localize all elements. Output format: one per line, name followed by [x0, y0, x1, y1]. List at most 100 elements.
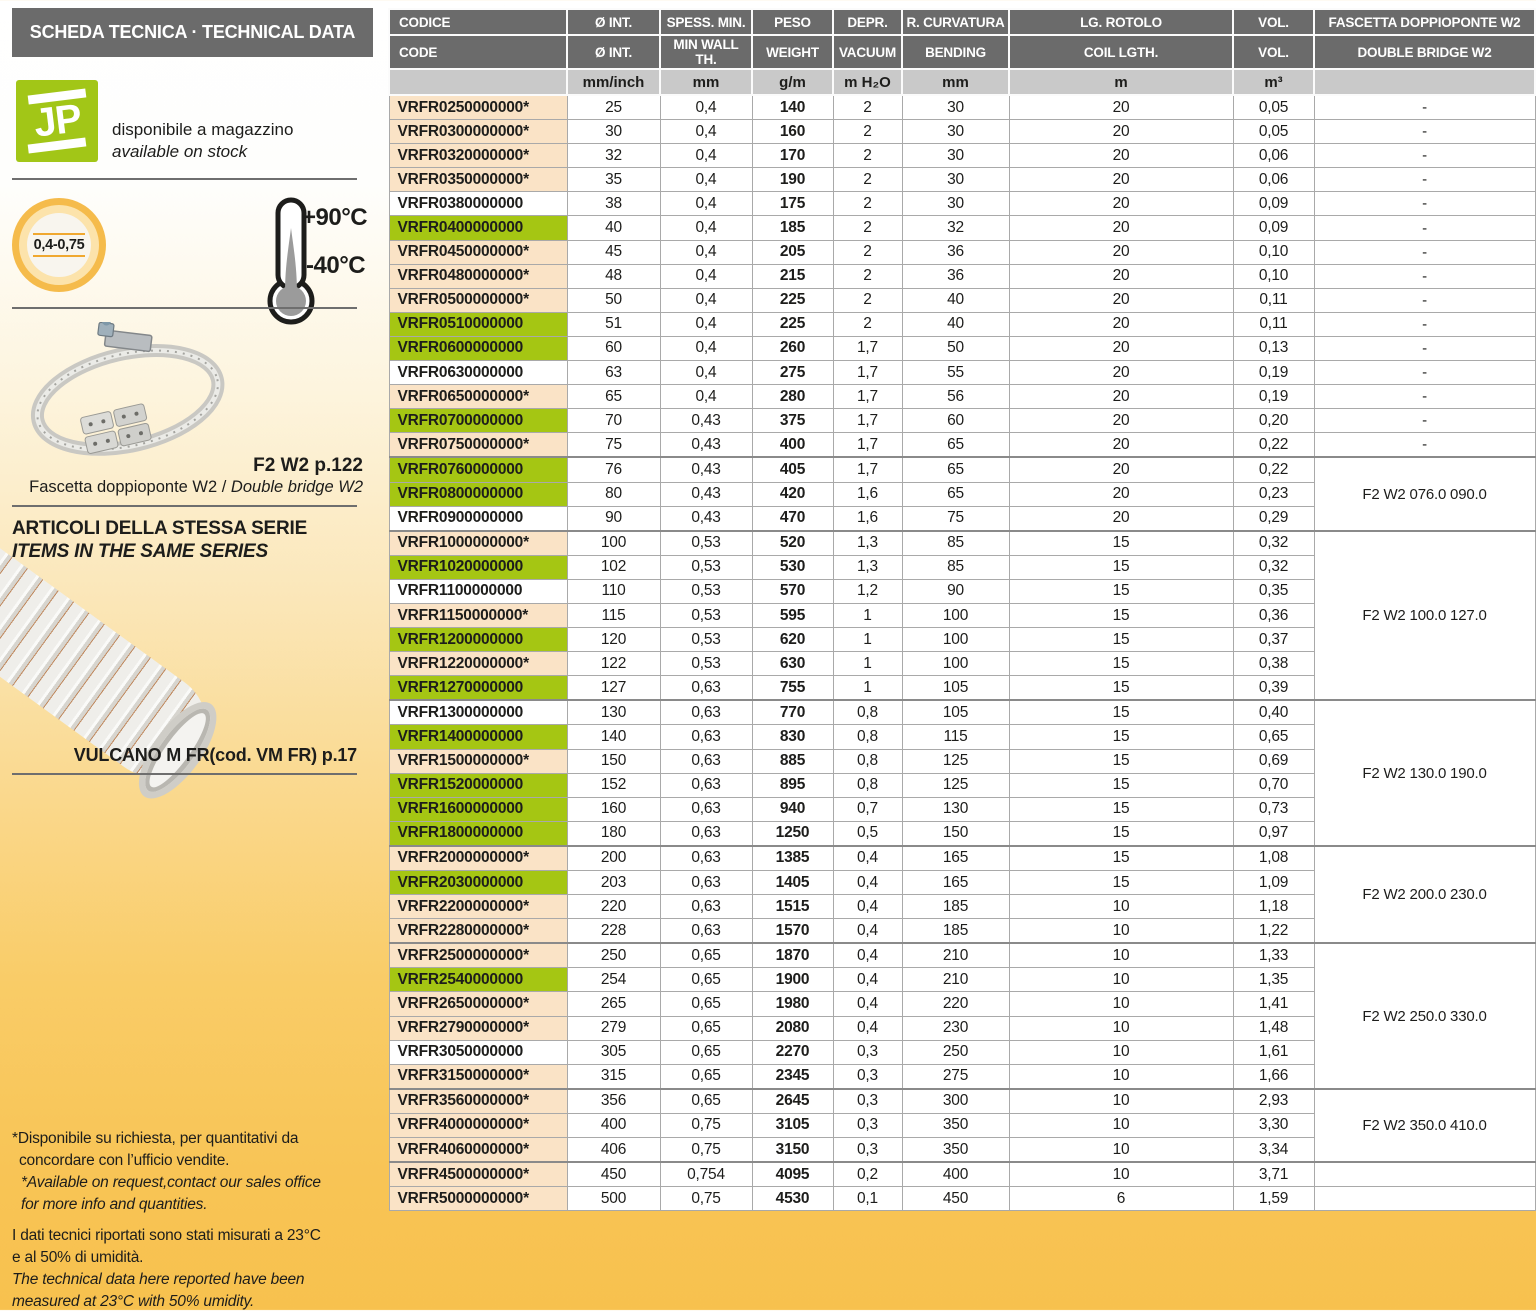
table-row: VRFR0380000000 38 0,4 175 2 30 20 0,09- [388, 191, 1536, 217]
wall-thickness-cell: 0,63 [659, 894, 753, 920]
fascetta-cell: - [1313, 167, 1536, 193]
header-cell: m [1008, 68, 1234, 96]
volume-cell: 3,30 [1232, 1112, 1315, 1139]
diameter-cell: 220 [566, 894, 661, 920]
stock-availability: disponibile a magazzino available on sto… [112, 119, 372, 163]
clamp-caption-en: Double bridge W2 [230, 478, 363, 496]
bending-radius-cell: 65 [901, 432, 1010, 458]
divider [12, 773, 357, 775]
coil-length-cell: 10 [1008, 894, 1234, 920]
weight-cell: 2345 [751, 1063, 834, 1090]
table-row: VRFR1100000000 110 0,53 570 1,2 90 15 0,35 [388, 578, 1535, 604]
stock-availability-en: available on stock [112, 142, 248, 161]
code-cell: VRFR0500000000* [388, 287, 568, 313]
vacuum-cell: 2 [832, 263, 903, 289]
volume-cell: 0,32 [1232, 529, 1315, 556]
coil-length-cell: 10 [1008, 1063, 1234, 1090]
weight-cell: 470 [751, 505, 834, 532]
bending-radius-cell: 165 [901, 869, 1010, 896]
volume-cell: 0,32 [1232, 554, 1315, 580]
bending-radius-cell: 105 [901, 699, 1010, 726]
coil-length-cell: 10 [1008, 1137, 1234, 1163]
bending-radius-cell: 90 [901, 578, 1010, 604]
volume-cell: 0,10 [1232, 263, 1315, 289]
diameter-cell: 76 [566, 456, 661, 483]
coil-length-cell: 10 [1008, 991, 1234, 1017]
fascetta-cell: - [1313, 311, 1536, 337]
vacuum-cell: 1 [832, 602, 903, 629]
code-cell: VRFR1100000000 [388, 578, 568, 604]
fascetta-cell: - [1313, 119, 1536, 145]
clamp-photo [30, 322, 225, 456]
weight-cell: 160 [751, 119, 834, 145]
bending-radius-cell: 230 [901, 1015, 1010, 1041]
bending-radius-cell: 105 [901, 675, 1010, 701]
bending-radius-cell: 210 [901, 967, 1010, 993]
coil-length-cell: 15 [1008, 578, 1234, 604]
vacuum-cell: 1,6 [832, 505, 903, 532]
volume-cell: 1,09 [1232, 869, 1315, 896]
vacuum-cell: 0,4 [832, 894, 903, 920]
bending-radius-cell: 30 [901, 94, 1010, 121]
volume-cell: 0,06 [1232, 167, 1315, 193]
bending-radius-cell: 85 [901, 554, 1010, 580]
diameter-cell: 60 [566, 335, 661, 362]
table-row: VRFR0900000000 90 0,43 470 1,6 75 20 0,29 [388, 505, 1535, 532]
diameter-cell: 180 [566, 820, 661, 847]
coil-length-cell: 10 [1008, 1161, 1234, 1188]
fascetta-cell [1313, 1161, 1536, 1188]
header-cell: CODE [388, 34, 568, 70]
vacuum-cell: 0,4 [832, 967, 903, 993]
weight-cell: 755 [751, 675, 834, 701]
weight-cell: 630 [751, 651, 834, 677]
volume-cell: 0,19 [1232, 360, 1315, 386]
diameter-cell: 315 [566, 1063, 661, 1090]
vacuum-cell: 2 [832, 167, 903, 193]
code-cell: VRFR2650000000* [388, 991, 568, 1017]
wall-thickness-cell: 0,43 [659, 505, 753, 532]
vacuum-cell: 1,7 [832, 384, 903, 410]
weight-cell: 885 [751, 748, 834, 774]
vacuum-cell: 1,7 [832, 432, 903, 458]
fascetta-cell [1313, 1186, 1536, 1212]
table-row: VRFR0250000000* 25 0,4 140 2 30 20 0,05- [388, 94, 1536, 121]
table-row: VRFR0510000000 51 0,4 225 2 40 20 0,11- [388, 311, 1536, 337]
code-cell: VRFR5000000000* [388, 1186, 568, 1212]
header-cell: m³ [1232, 68, 1315, 96]
coil-length-cell: 15 [1008, 699, 1234, 726]
header-cell: DEPR. [832, 8, 903, 36]
table-row: VRFR0500000000* 50 0,4 225 2 40 20 0,11- [388, 287, 1536, 313]
availability-note-it-line1: *Disponibile su richiesta, per quantitat… [12, 1130, 299, 1147]
code-cell: VRFR2280000000* [388, 918, 568, 944]
table-row: VRFR2200000000* 220 0,63 1515 0,4 185 10 1,18 [388, 894, 1535, 920]
table-row: VRFR0400000000 40 0,4 185 2 32 20 0,09- [388, 215, 1536, 241]
vacuum-cell: 2 [832, 94, 903, 121]
vacuum-cell: 2 [832, 311, 903, 337]
wall-thickness-cell: 0,4 [659, 94, 753, 121]
vacuum-cell: 0,4 [832, 844, 903, 871]
volume-cell: 3,71 [1232, 1161, 1315, 1188]
code-cell: VRFR4500000000* [388, 1161, 568, 1188]
coil-length-cell: 15 [1008, 724, 1234, 750]
diameter-cell: 38 [566, 191, 661, 217]
table-row: VRFR0650000000* 65 0,4 280 1,7 56 20 0,19- [388, 384, 1536, 410]
weight-cell: 170 [751, 143, 834, 169]
wall-thickness-cell: 0,4 [659, 191, 753, 217]
coil-length-cell: 15 [1008, 675, 1234, 701]
code-cell: VRFR1300000000 [388, 699, 568, 726]
code-cell: VRFR0510000000 [388, 311, 568, 337]
diameter-cell: 35 [566, 167, 661, 193]
code-cell: VRFR3560000000* [388, 1087, 568, 1114]
coil-length-cell: 15 [1008, 844, 1234, 871]
wall-thickness-cell: 0,4 [659, 360, 753, 386]
weight-cell: 1980 [751, 991, 834, 1017]
bending-radius-cell: 30 [901, 167, 1010, 193]
fascetta-cell: - [1313, 432, 1536, 458]
volume-cell: 0,05 [1232, 94, 1315, 121]
code-cell: VRFR2540000000 [388, 967, 568, 993]
code-cell: VRFR2030000000 [388, 869, 568, 896]
diameter-cell: 203 [566, 869, 661, 896]
coil-length-cell: 20 [1008, 384, 1234, 410]
header-cell: FASCETTA DOPPIOPONTE W2 [1313, 8, 1536, 36]
code-cell: VRFR0900000000 [388, 505, 568, 532]
